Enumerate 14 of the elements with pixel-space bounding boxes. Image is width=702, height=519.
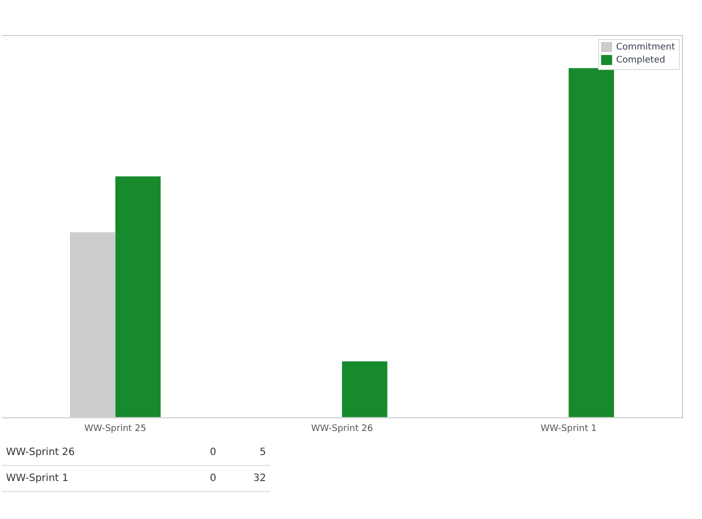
- text: 5: [220, 440, 270, 466]
- text: WW-Sprint 1: [2, 466, 186, 492]
- text: 0: [186, 466, 220, 492]
- bar: [342, 361, 388, 418]
- text: WW-Sprint 26: [2, 440, 186, 466]
- legend-label: Commitment: [616, 42, 676, 52]
- text: 32: [220, 466, 270, 492]
- text: 0: [186, 440, 220, 466]
- legend-label: Completed: [616, 55, 666, 66]
- x-tick-label: WW-Sprint 25: [84, 424, 146, 434]
- bar: [115, 176, 161, 418]
- bar: [568, 68, 614, 418]
- x-tick-label: WW-Sprint 26: [311, 424, 374, 434]
- x-tick-label: WW-Sprint 1: [540, 424, 597, 434]
